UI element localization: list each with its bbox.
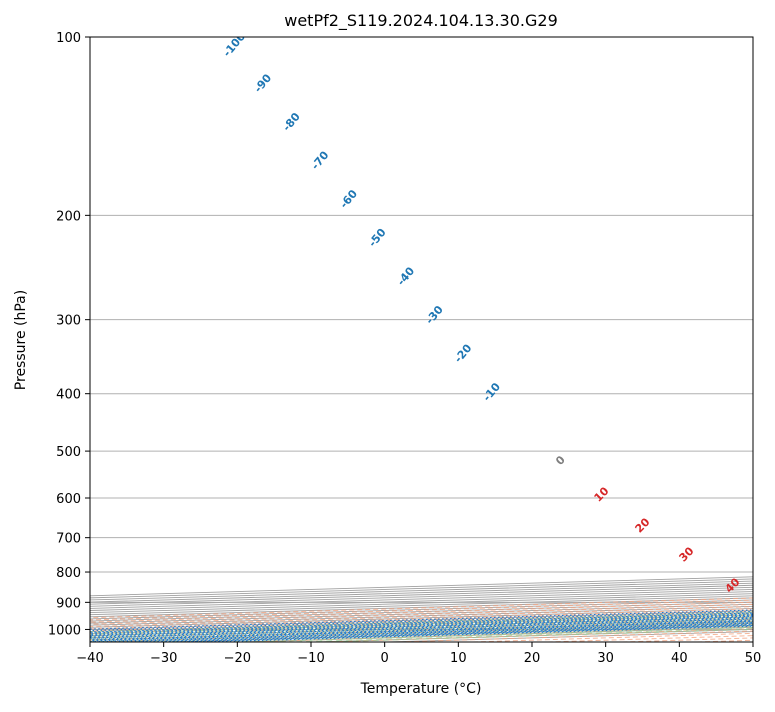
- x-tick-label: −20: [224, 651, 251, 666]
- x-tick-label: 40: [671, 651, 688, 666]
- x-tick-label: 20: [524, 651, 541, 666]
- y-tick-label: 600: [56, 492, 81, 507]
- y-tick-label: 500: [56, 445, 81, 460]
- x-axis-label: Temperature (°C): [360, 681, 482, 697]
- y-tick-label: 400: [56, 388, 81, 403]
- y-axis-label: Pressure (hPa): [13, 290, 29, 390]
- y-tick-label: 200: [56, 209, 81, 224]
- x-tick-label: −10: [297, 651, 324, 666]
- y-tick-label: 900: [56, 596, 81, 611]
- chart-title: wetPf2_S119.2024.104.13.30.G29: [284, 11, 558, 31]
- y-tick-label: 1000: [48, 623, 81, 638]
- x-tick-label: 30: [597, 651, 614, 666]
- y-tick-label: 100: [56, 31, 81, 46]
- y-tick-label: 700: [56, 532, 81, 547]
- y-tick-label: 800: [56, 566, 81, 581]
- x-tick-label: −30: [150, 651, 177, 666]
- y-tick-label: 300: [56, 314, 81, 329]
- x-tick-label: −40: [76, 651, 103, 666]
- x-tick-label: 10: [450, 651, 467, 666]
- x-tick-label: 0: [381, 651, 389, 666]
- x-tick-label: 50: [745, 651, 762, 666]
